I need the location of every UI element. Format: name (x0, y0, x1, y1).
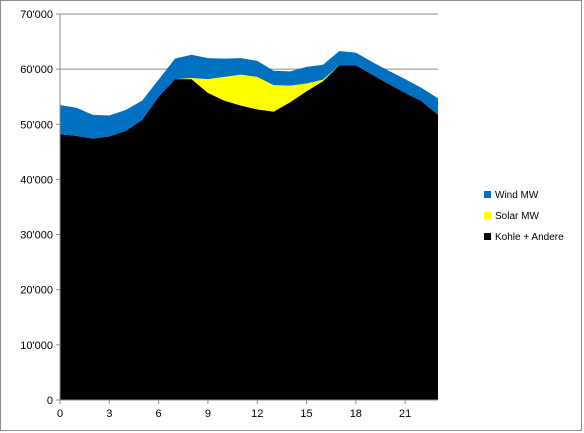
area-wind-mw (60, 50, 438, 139)
y-tick-label: 30'000 (20, 230, 53, 242)
x-tick-label: 12 (251, 408, 263, 420)
x-tick-label: 0 (57, 408, 63, 420)
y-tick-label: 10'000 (20, 340, 53, 352)
x-tick-label: 6 (156, 408, 162, 420)
axes (59, 14, 438, 401)
legend-swatch (484, 191, 491, 198)
y-tick-label: 40'000 (20, 174, 53, 186)
x-axis-ticks: 0 3 6 9 12 15 18 21 (57, 400, 411, 420)
x-tick-label: 3 (106, 408, 112, 420)
y-tick-label: 0 (47, 395, 53, 407)
x-tick-label: 18 (350, 408, 362, 420)
legend-label: Solar MW (495, 211, 539, 222)
area-kohle-andere (60, 65, 438, 400)
x-tick-label: 15 (300, 408, 312, 420)
legend: Wind MW Solar MW Kohle + Andere (484, 190, 564, 243)
legend-swatch (484, 233, 491, 240)
y-tick-label: 50'000 (20, 119, 53, 131)
area-solar-mw (60, 65, 438, 139)
area-series (60, 50, 438, 400)
x-tick-label: 9 (205, 408, 211, 420)
legend-label: Wind MW (495, 190, 539, 201)
legend-swatch (484, 212, 491, 219)
y-axis-ticks: 0 10'000 20'000 30'000 40'000 50'000 60'000 70'… (20, 9, 60, 407)
y-tick-label: 70'000 (20, 9, 53, 21)
y-tick-label: 60'000 (20, 64, 53, 76)
x-tick-label: 21 (399, 408, 411, 420)
y-tick-label: 20'000 (20, 285, 53, 297)
legend-label: Kohle + Andere (495, 232, 564, 243)
